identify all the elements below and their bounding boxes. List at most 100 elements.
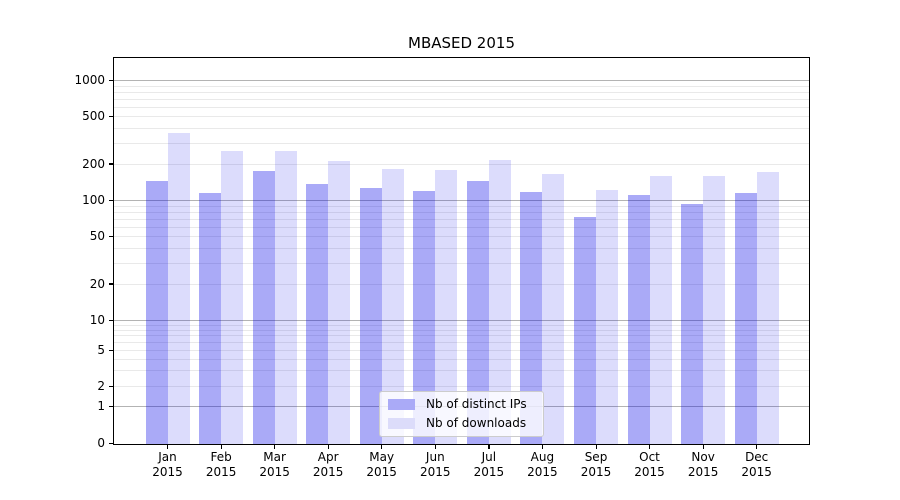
x-tick-mark: [381, 444, 383, 449]
gridline: [114, 91, 809, 93]
gridline: [114, 142, 809, 144]
plot-area: [114, 58, 809, 444]
x-tick-label: Sep 2015: [580, 450, 612, 479]
bar-distinct-ips: [145, 180, 168, 444]
x-tick-label: Oct 2015: [634, 450, 665, 479]
x-tick-mark: [220, 444, 222, 449]
x-tick-label: Nov 2015: [687, 450, 719, 479]
y-tick-mark: [109, 442, 114, 444]
legend-row-ips: Nb of distinct IPs: [388, 397, 535, 411]
y-tick-label: 5: [97, 343, 105, 357]
gridline: [114, 127, 809, 129]
bar-downloads: [649, 176, 672, 444]
x-tick-mark: [756, 444, 758, 449]
gridline: [114, 226, 809, 228]
bar-downloads: [703, 175, 726, 444]
bar-downloads: [274, 151, 297, 444]
x-tick-mark: [167, 444, 169, 449]
bar-downloads: [221, 151, 244, 444]
y-tick-label: 200: [82, 156, 105, 171]
legend-label-downloads: Nb of downloads: [426, 416, 527, 430]
bar-downloads: [167, 133, 190, 444]
bar-distinct-ips: [466, 181, 489, 444]
bar-distinct-ips: [574, 217, 596, 444]
bar-downloads: [596, 190, 618, 444]
gridline: [114, 98, 809, 100]
y-tick-mark: [109, 199, 114, 201]
y-tick-label: 50: [89, 229, 105, 244]
bar-distinct-ips: [734, 193, 757, 444]
x-tick-mark: [488, 444, 490, 449]
bar-distinct-ips: [681, 203, 704, 444]
x-tick-mark: [434, 444, 437, 449]
legend-swatch-ips: [388, 398, 415, 410]
bar-downloads: [542, 173, 565, 444]
gridline: [114, 342, 809, 344]
gridline: [114, 163, 809, 165]
y-tick-label: 0: [97, 436, 105, 450]
y-tick-mark: [109, 163, 114, 165]
legend-row-downloads: Nb of downloads: [388, 416, 535, 430]
chart-title: MBASED 2015: [408, 34, 515, 52]
gridline: [114, 236, 809, 238]
y-tick-mark: [109, 235, 114, 237]
y-tick-mark: [109, 349, 114, 351]
gridline: [114, 205, 809, 207]
gridline: [114, 358, 809, 360]
y-tick-label: 500: [82, 109, 105, 124]
bar-distinct-ips: [627, 195, 650, 444]
x-tick-mark: [595, 444, 597, 449]
y-tick-mark: [109, 283, 114, 285]
x-tick-label: Jul 2015: [473, 450, 505, 479]
y-tick-label: 10: [89, 313, 105, 327]
x-tick-label: Jun 2015: [420, 450, 451, 479]
gridline: [114, 350, 809, 351]
x-tick-label: Aug 2015: [527, 450, 558, 479]
x-tick-label: Apr 2015: [312, 450, 344, 479]
gridline: [114, 320, 809, 321]
y-tick-label: 1: [97, 399, 105, 413]
y-tick-label: 1000: [74, 73, 105, 87]
y-tick-mark: [109, 385, 114, 387]
gridline: [114, 106, 809, 108]
legend: Nb of distinct IPs Nb of downloads: [379, 391, 544, 437]
bar-distinct-ips: [520, 191, 543, 444]
y-tick-mark: [109, 79, 114, 81]
gridline: [114, 283, 809, 285]
gridline: [114, 335, 809, 337]
gridline: [114, 218, 809, 220]
x-tick-mark: [702, 444, 704, 449]
y-tick-label: 100: [82, 193, 105, 207]
gridline: [114, 200, 809, 201]
bar-downloads: [435, 169, 458, 444]
x-tick-mark: [327, 444, 329, 449]
gridline: [114, 370, 809, 372]
bar-downloads: [381, 169, 404, 444]
y-tick-label: 20: [89, 276, 105, 291]
x-tick-mark: [649, 444, 651, 449]
bar-distinct-ips: [306, 184, 329, 444]
gridline: [114, 211, 809, 213]
bar-distinct-ips: [359, 187, 382, 444]
x-tick-label: Jan 2015: [152, 450, 183, 479]
gridline: [114, 329, 809, 331]
y-tick-mark: [109, 319, 114, 321]
bar-distinct-ips: [199, 193, 222, 444]
legend-swatch-downloads: [388, 417, 415, 429]
gridline: [114, 85, 809, 87]
bar-downloads: [756, 172, 779, 444]
y-tick-mark: [109, 405, 114, 407]
gridline: [114, 247, 809, 249]
gridline: [114, 80, 809, 81]
x-tick-label: Dec 2015: [741, 450, 772, 479]
y-tick-mark: [109, 115, 114, 117]
legend-label-ips: Nb of distinct IPs: [426, 397, 527, 411]
bar-downloads: [328, 161, 351, 444]
gridline: [114, 386, 809, 387]
x-tick-label: Mar 2015: [259, 450, 290, 479]
gridline: [114, 262, 809, 264]
x-tick-label: May 2015: [366, 450, 397, 479]
bar-downloads: [488, 160, 511, 444]
y-tick-label: 2: [97, 379, 105, 393]
